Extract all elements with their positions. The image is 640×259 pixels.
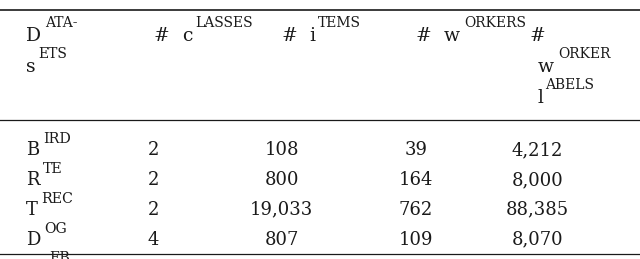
- Text: R: R: [26, 171, 39, 189]
- Text: OG: OG: [44, 222, 67, 236]
- Text: 88,385: 88,385: [506, 201, 569, 219]
- Text: i: i: [310, 27, 316, 45]
- Text: 8,000: 8,000: [512, 171, 563, 189]
- Text: #: #: [282, 27, 303, 45]
- Text: #: #: [530, 27, 545, 45]
- Text: w: w: [444, 27, 460, 45]
- Text: 2: 2: [148, 201, 159, 219]
- Text: 109: 109: [399, 231, 433, 248]
- Text: 800: 800: [264, 171, 299, 189]
- Text: c: c: [182, 27, 192, 45]
- Text: 164: 164: [399, 171, 433, 189]
- Text: 4: 4: [148, 231, 159, 248]
- Text: TEMS: TEMS: [317, 16, 360, 30]
- Text: IRD: IRD: [43, 132, 70, 146]
- Text: REC: REC: [41, 192, 73, 206]
- Text: D: D: [26, 231, 40, 248]
- Text: w: w: [538, 58, 554, 76]
- Text: s: s: [26, 58, 35, 76]
- Text: 108: 108: [264, 141, 299, 159]
- Text: 2: 2: [148, 141, 159, 159]
- Text: 4,212: 4,212: [512, 141, 563, 159]
- Text: #: #: [416, 27, 438, 45]
- Text: ABELS: ABELS: [545, 78, 594, 92]
- Text: LASSES: LASSES: [195, 16, 253, 30]
- Text: 762: 762: [399, 201, 433, 219]
- Text: TE: TE: [43, 162, 63, 176]
- Text: ORKER: ORKER: [558, 47, 611, 61]
- Text: T: T: [26, 201, 38, 219]
- Text: D: D: [26, 27, 41, 45]
- Text: 8,070: 8,070: [512, 231, 563, 248]
- Text: l: l: [538, 89, 543, 107]
- Text: ORKERS: ORKERS: [465, 16, 527, 30]
- Text: 2: 2: [148, 171, 159, 189]
- Text: B: B: [26, 141, 39, 159]
- Text: 39: 39: [404, 141, 428, 159]
- Text: 807: 807: [264, 231, 299, 248]
- Text: ATA-: ATA-: [45, 16, 77, 30]
- Text: EB: EB: [49, 251, 70, 259]
- Text: #: #: [154, 27, 175, 45]
- Text: 19,033: 19,033: [250, 201, 313, 219]
- Text: ETS: ETS: [38, 47, 67, 61]
